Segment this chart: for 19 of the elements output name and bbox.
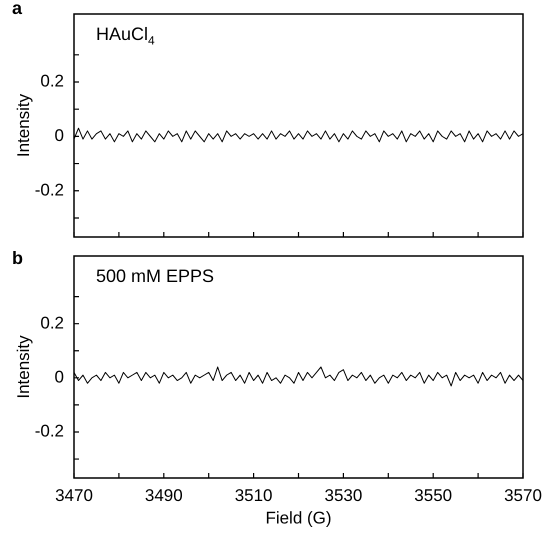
x-tick-label: 3530 <box>324 486 362 505</box>
y-axis-title: Intensity <box>14 334 33 399</box>
x-axis-title: Field (G) <box>265 508 332 528</box>
chart-title: b <box>12 248 23 269</box>
y-tick-label: 0.2 <box>40 313 64 332</box>
y-tick-label: 0.2 <box>40 72 64 91</box>
x-tick-label: 3570 <box>504 486 542 505</box>
x-tick-label: 3550 <box>414 486 452 505</box>
y-tick-label: 0 <box>54 368 64 387</box>
annotation: 500 mM EPPS <box>96 266 214 287</box>
y-tick-label: -0.2 <box>34 422 64 441</box>
y-tick-label: 0 <box>54 126 64 146</box>
y-tick-label: -0.2 <box>34 180 64 200</box>
x-tick-label: 3470 <box>55 486 93 505</box>
x-tick-label: 3510 <box>234 486 273 505</box>
chart-title: a <box>12 0 22 19</box>
y-axis-title: Intensity <box>14 93 33 158</box>
annotation: HAuCl$_{4}$ <box>96 24 155 48</box>
x-tick-label: 3490 <box>144 486 183 505</box>
